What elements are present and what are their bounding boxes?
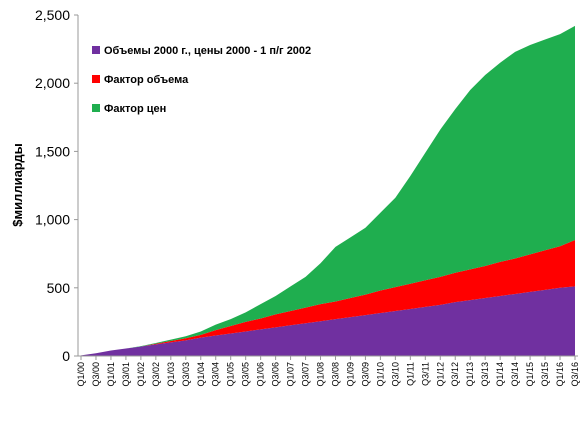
x-tick-label: Q1/11 bbox=[405, 362, 415, 386]
x-tick-label: Q1/05 bbox=[226, 362, 236, 387]
y-tick-label: 1,500 bbox=[35, 143, 70, 159]
x-tick-label: Q1/01 bbox=[106, 362, 116, 387]
x-tick-label: Q3/12 bbox=[450, 362, 460, 387]
x-tick-label: Q3/09 bbox=[360, 362, 370, 387]
x-tick-label: Q1/10 bbox=[375, 362, 385, 387]
area bbox=[81, 286, 575, 356]
x-tick-label: Q1/03 bbox=[166, 362, 176, 387]
legend-label: Фактор объема bbox=[104, 74, 189, 86]
x-tick-label: Q1/02 bbox=[136, 362, 146, 387]
x-tick-label: Q1/00 bbox=[76, 362, 86, 387]
x-tick-label: Q3/05 bbox=[241, 362, 251, 387]
x-tick-label: Q3/07 bbox=[301, 362, 311, 387]
area bbox=[81, 240, 575, 356]
legend-swatch bbox=[92, 75, 100, 83]
legend-swatch bbox=[92, 104, 100, 112]
x-tick-label: Q3/15 bbox=[540, 362, 550, 387]
x-tick-label: Q3/11 bbox=[420, 362, 430, 386]
x-tick-label: Q3/03 bbox=[181, 362, 191, 387]
x-tick-label: Q1/14 bbox=[495, 362, 505, 387]
y-tick-label: 500 bbox=[47, 280, 71, 296]
area bbox=[81, 25, 575, 356]
y-tick-label: 2,500 bbox=[35, 7, 70, 23]
legend-swatch bbox=[92, 46, 100, 54]
x-tick-label: Q3/06 bbox=[271, 362, 281, 387]
x-tick-label: Q1/15 bbox=[525, 362, 535, 387]
x-tick-label: Q1/12 bbox=[435, 362, 445, 387]
x-tick-label: Q3/10 bbox=[390, 362, 400, 387]
y-tick-label: 2,000 bbox=[35, 75, 70, 91]
x-tick-label: Q3/13 bbox=[480, 362, 490, 387]
y-tick-label: 0 bbox=[62, 348, 70, 364]
x-tick-label: Q3/04 bbox=[211, 362, 221, 387]
x-tick-label: Q1/04 bbox=[196, 362, 206, 387]
y-axis-label: $миллиарды bbox=[10, 143, 25, 227]
x-tick-label: Q1/16 bbox=[555, 362, 565, 387]
x-tick-label: Q3/02 bbox=[151, 362, 161, 387]
y-tick-label: 1,000 bbox=[35, 212, 70, 228]
x-tick-label: Q1/06 bbox=[256, 362, 266, 387]
legend-label: Объемы 2000 г., цены 2000 - 1 п/г 2002 bbox=[104, 45, 311, 57]
x-tick-label: Q3/16 bbox=[570, 362, 580, 387]
x-tick-label: Q1/09 bbox=[345, 362, 355, 387]
legend-label: Фактор цен bbox=[104, 103, 166, 115]
x-tick-label: Q1/08 bbox=[316, 362, 326, 387]
x-tick-label: Q3/00 bbox=[91, 362, 101, 387]
x-tick-label: Q3/08 bbox=[330, 362, 340, 387]
x-tick-label: Q3/14 bbox=[510, 362, 520, 387]
x-tick-label: Q1/13 bbox=[465, 362, 475, 387]
x-tick-label: Q3/01 bbox=[121, 362, 131, 387]
x-tick-label: Q1/07 bbox=[286, 362, 296, 387]
